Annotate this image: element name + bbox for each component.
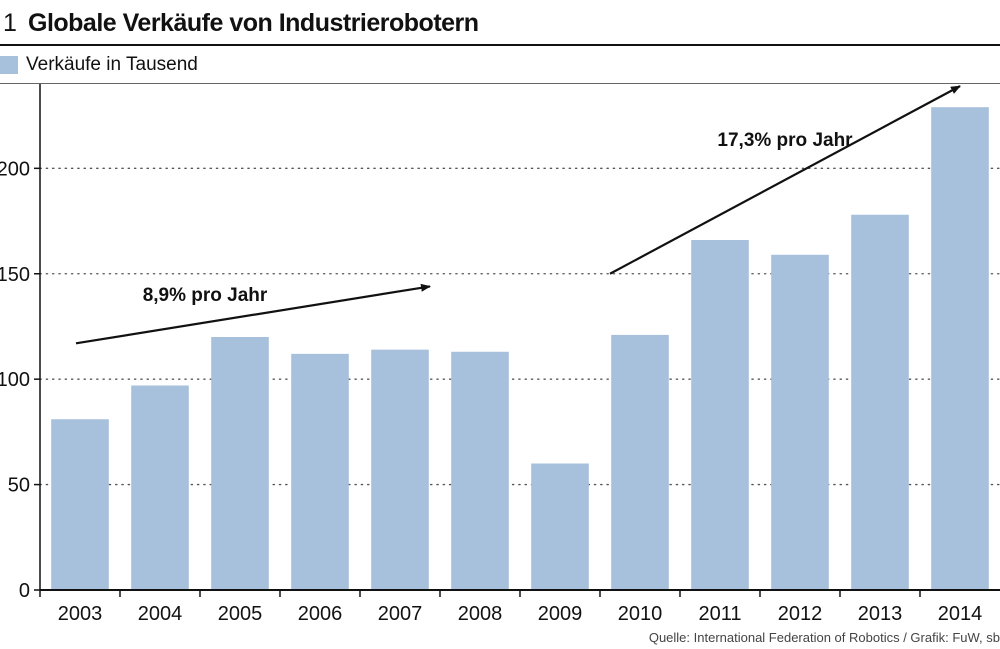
legend: Verkäufe in Tausend [0, 54, 198, 76]
bar-2003 [51, 419, 109, 590]
source-note: Quelle: International Federation of Robo… [648, 630, 1000, 645]
bar-2007 [371, 349, 429, 590]
y-tick-label: 0 [19, 580, 30, 602]
legend-swatch [0, 56, 18, 74]
bar-2013 [851, 214, 909, 590]
y-tick-label: 150 [0, 264, 30, 286]
trend-label: 17,3% pro Jahr [717, 130, 853, 151]
bar-2004 [131, 385, 189, 590]
bar-2014 [931, 107, 989, 591]
x-tick-label: 2014 [938, 603, 983, 625]
header-divider [0, 83, 1000, 84]
x-tick-label: 2003 [58, 603, 103, 625]
bar-2011 [691, 240, 749, 590]
gridlines [39, 167, 1000, 486]
bar-2005 [211, 337, 269, 590]
trend-arrow [609, 85, 961, 275]
axes: 0 50 100 150 200 2003 2004 2005 2006 2007 2008 2009… [0, 84, 1000, 625]
x-tick-label: 2011 [698, 603, 741, 625]
chart-title: Globale Verkäufe von Industrierobotern [28, 9, 479, 37]
x-tick-label: 2010 [618, 603, 663, 625]
x-tick-label: 2004 [138, 603, 183, 625]
legend-label: Verkäufe in Tausend [26, 54, 198, 75]
trend-arrow [75, 283, 431, 345]
annotations: 8,9% pro Jahr 17,3% pro Jahr [75, 85, 961, 345]
trend-label: 8,9% pro Jahr [143, 285, 268, 306]
x-tick-label: 2013 [858, 603, 903, 625]
bar-2010 [611, 334, 669, 590]
x-tick-label: 2007 [378, 603, 423, 625]
x-tick-label: 2008 [458, 603, 503, 625]
y-tick-label: 50 [8, 475, 30, 497]
bar-2012 [771, 254, 829, 590]
x-tick-label: 2012 [778, 603, 823, 625]
x-tick-label: 2006 [298, 603, 343, 625]
y-tick-label: 200 [0, 158, 30, 180]
x-tick-label: 2009 [538, 603, 583, 625]
bar-2009 [531, 463, 589, 590]
bar-2006 [291, 353, 349, 590]
chart-header: 1 Globale Verkäufe von Industrierobotern [0, 0, 1000, 46]
chart-number: 1 [3, 9, 17, 37]
y-tick-label: 100 [0, 369, 30, 391]
bars [51, 107, 989, 591]
x-tick-label: 2005 [218, 603, 263, 625]
bar-2008 [451, 351, 509, 590]
